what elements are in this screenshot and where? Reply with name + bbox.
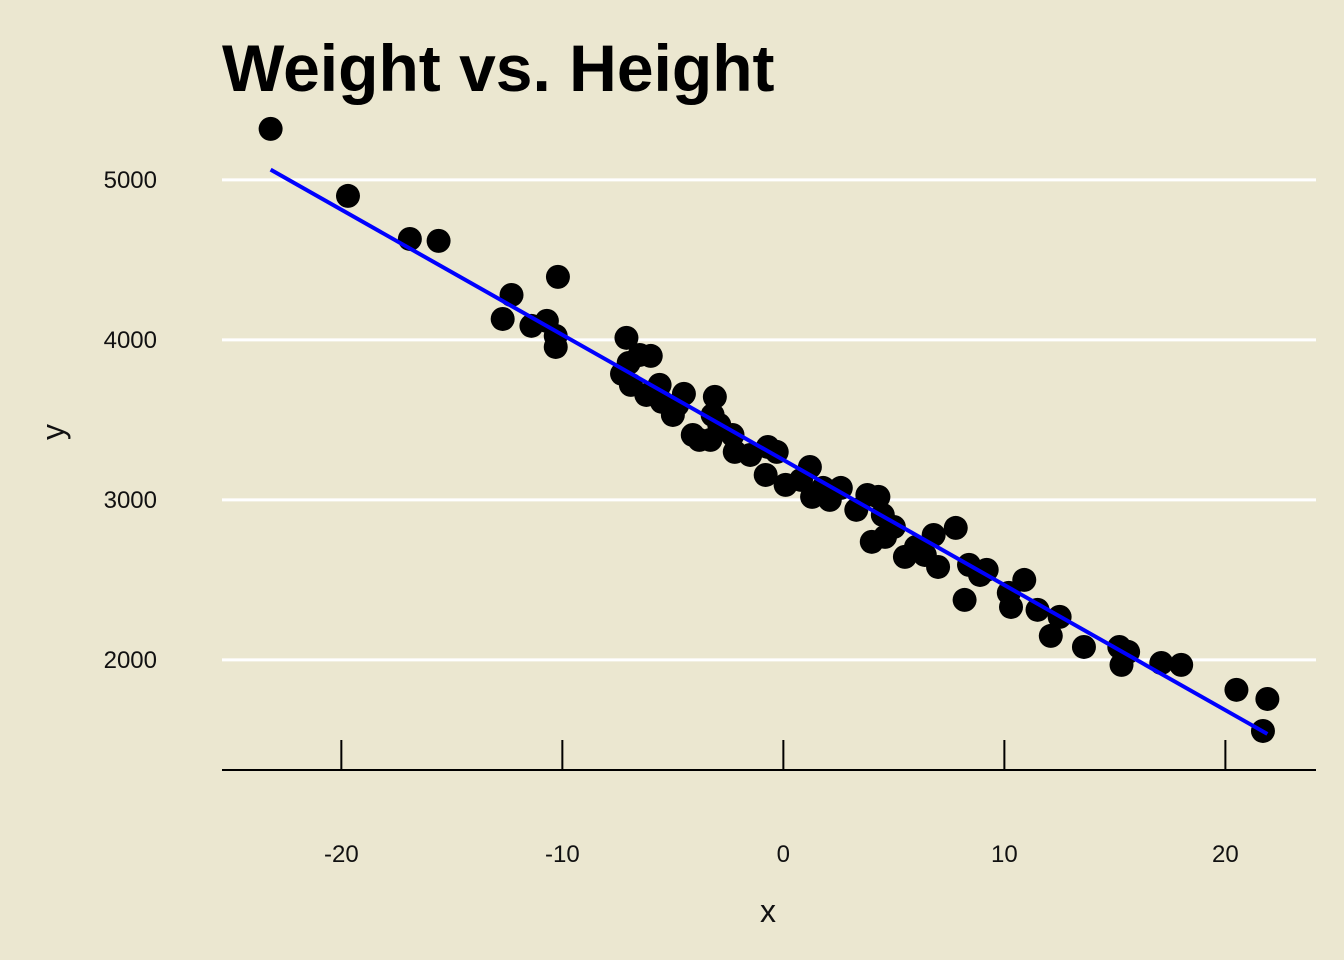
data-point [1255, 686, 1280, 711]
data-point [638, 343, 663, 368]
data-point [926, 554, 951, 579]
data-point [1169, 652, 1194, 677]
data-point [1038, 623, 1063, 648]
y-axis-label: y [35, 424, 71, 440]
y-tick-label: 4000 [104, 327, 157, 354]
data-point [999, 594, 1024, 619]
x-axis-label: x [760, 893, 776, 929]
x-tick-label: 0 [777, 841, 790, 868]
data-point [1025, 597, 1050, 622]
data-point [490, 306, 515, 331]
data-point [426, 228, 451, 253]
chart-title: Weight vs. Height [222, 31, 775, 105]
data-point [335, 183, 360, 208]
data-point [258, 116, 283, 141]
data-point [1224, 677, 1249, 702]
data-point [1012, 567, 1037, 592]
x-tick-label: -10 [545, 841, 580, 868]
data-point [753, 462, 778, 487]
y-tick-label: 3000 [104, 487, 157, 514]
y-tick-label: 5000 [104, 167, 157, 194]
data-point [1071, 634, 1096, 659]
data-point [543, 334, 568, 359]
x-tick-label: 10 [991, 841, 1018, 868]
regression-line [269, 167, 1269, 736]
data-point [614, 325, 639, 350]
data-point [943, 515, 968, 540]
data-point [866, 484, 891, 509]
y-tick-label: 2000 [104, 647, 157, 674]
data-point [952, 587, 977, 612]
data-point [702, 384, 727, 409]
data-point [665, 392, 690, 417]
x-tick-label: -20 [324, 841, 359, 868]
data-point [545, 264, 570, 289]
x-tick-label: 20 [1212, 841, 1239, 868]
data-point [974, 557, 999, 582]
